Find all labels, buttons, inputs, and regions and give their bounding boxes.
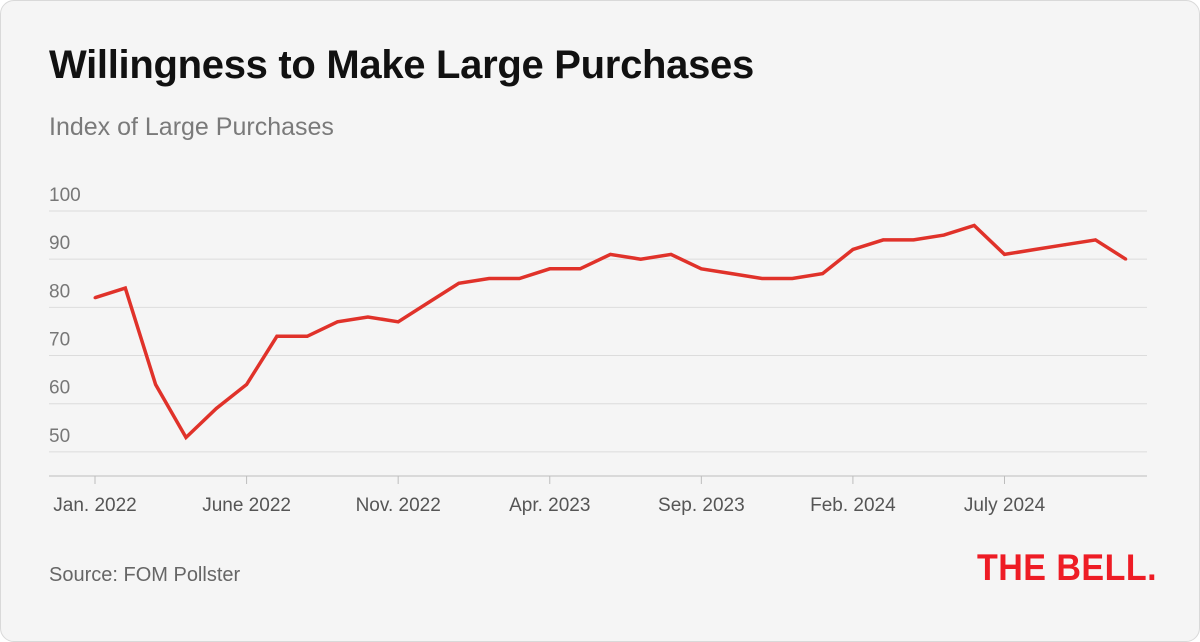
y-tick-label: 50 (49, 426, 70, 447)
data-point (214, 407, 218, 411)
y-gridlines (49, 210, 1147, 453)
data-point (639, 257, 643, 261)
x-tick-label: Sep. 2023 (658, 495, 745, 516)
data-point (881, 238, 885, 242)
brand-logo: THE BELL. (977, 547, 1158, 588)
y-tick-label: 60 (49, 378, 70, 399)
data-point (275, 334, 279, 338)
data-point (972, 223, 976, 227)
data-point (699, 267, 703, 271)
data-point (457, 281, 461, 285)
y-tick-labels: 50 60 70 80 90 100 (49, 185, 81, 447)
x-tick-label: June 2022 (202, 495, 291, 516)
series-group (93, 223, 1128, 441)
data-point (154, 382, 158, 386)
data-point (366, 315, 370, 319)
data-point (1093, 238, 1097, 242)
data-point (245, 382, 249, 386)
data-point (851, 248, 855, 252)
data-point (396, 320, 400, 324)
data-point (426, 301, 430, 305)
data-point (942, 233, 946, 237)
source-note: Source: FOM Pollster (49, 564, 241, 586)
data-point (305, 334, 309, 338)
data-point (487, 276, 491, 280)
chart-title: Willingness to Make Large Purchases (49, 43, 754, 87)
data-point (1063, 243, 1067, 247)
data-point (1033, 248, 1037, 252)
x-tick-labels: Jan. 2022 June 2022 Nov. 2022 Apr. 2023 Sep.… (53, 495, 1045, 516)
x-tick-label: Jan. 2022 (53, 495, 136, 516)
data-point (912, 238, 916, 242)
y-tick-label: 100 (49, 185, 81, 206)
chart-subtitle: Index of Large Purchases (49, 113, 334, 141)
data-point (123, 286, 127, 290)
y-tick-label: 80 (49, 281, 70, 302)
x-tick-label: Apr. 2023 (509, 495, 590, 516)
x-axis (49, 475, 1147, 484)
data-point (821, 272, 825, 276)
data-point (548, 267, 552, 271)
data-point (730, 272, 734, 276)
y-tick-label: 90 (49, 233, 70, 254)
x-tick-label: Feb. 2024 (810, 495, 896, 516)
data-point (1124, 257, 1128, 261)
data-point (578, 267, 582, 271)
data-point (93, 296, 97, 300)
data-point (669, 252, 673, 256)
series-line (94, 223, 1127, 441)
data-point (1003, 252, 1007, 256)
data-point (184, 435, 188, 439)
x-tick-label: Nov. 2022 (356, 495, 441, 516)
data-point (790, 276, 794, 280)
data-point (760, 276, 764, 280)
x-tick-label: July 2024 (964, 495, 1046, 516)
data-point (336, 320, 340, 324)
data-point (517, 276, 521, 280)
data-point (608, 252, 612, 256)
y-tick-label: 70 (49, 330, 70, 351)
